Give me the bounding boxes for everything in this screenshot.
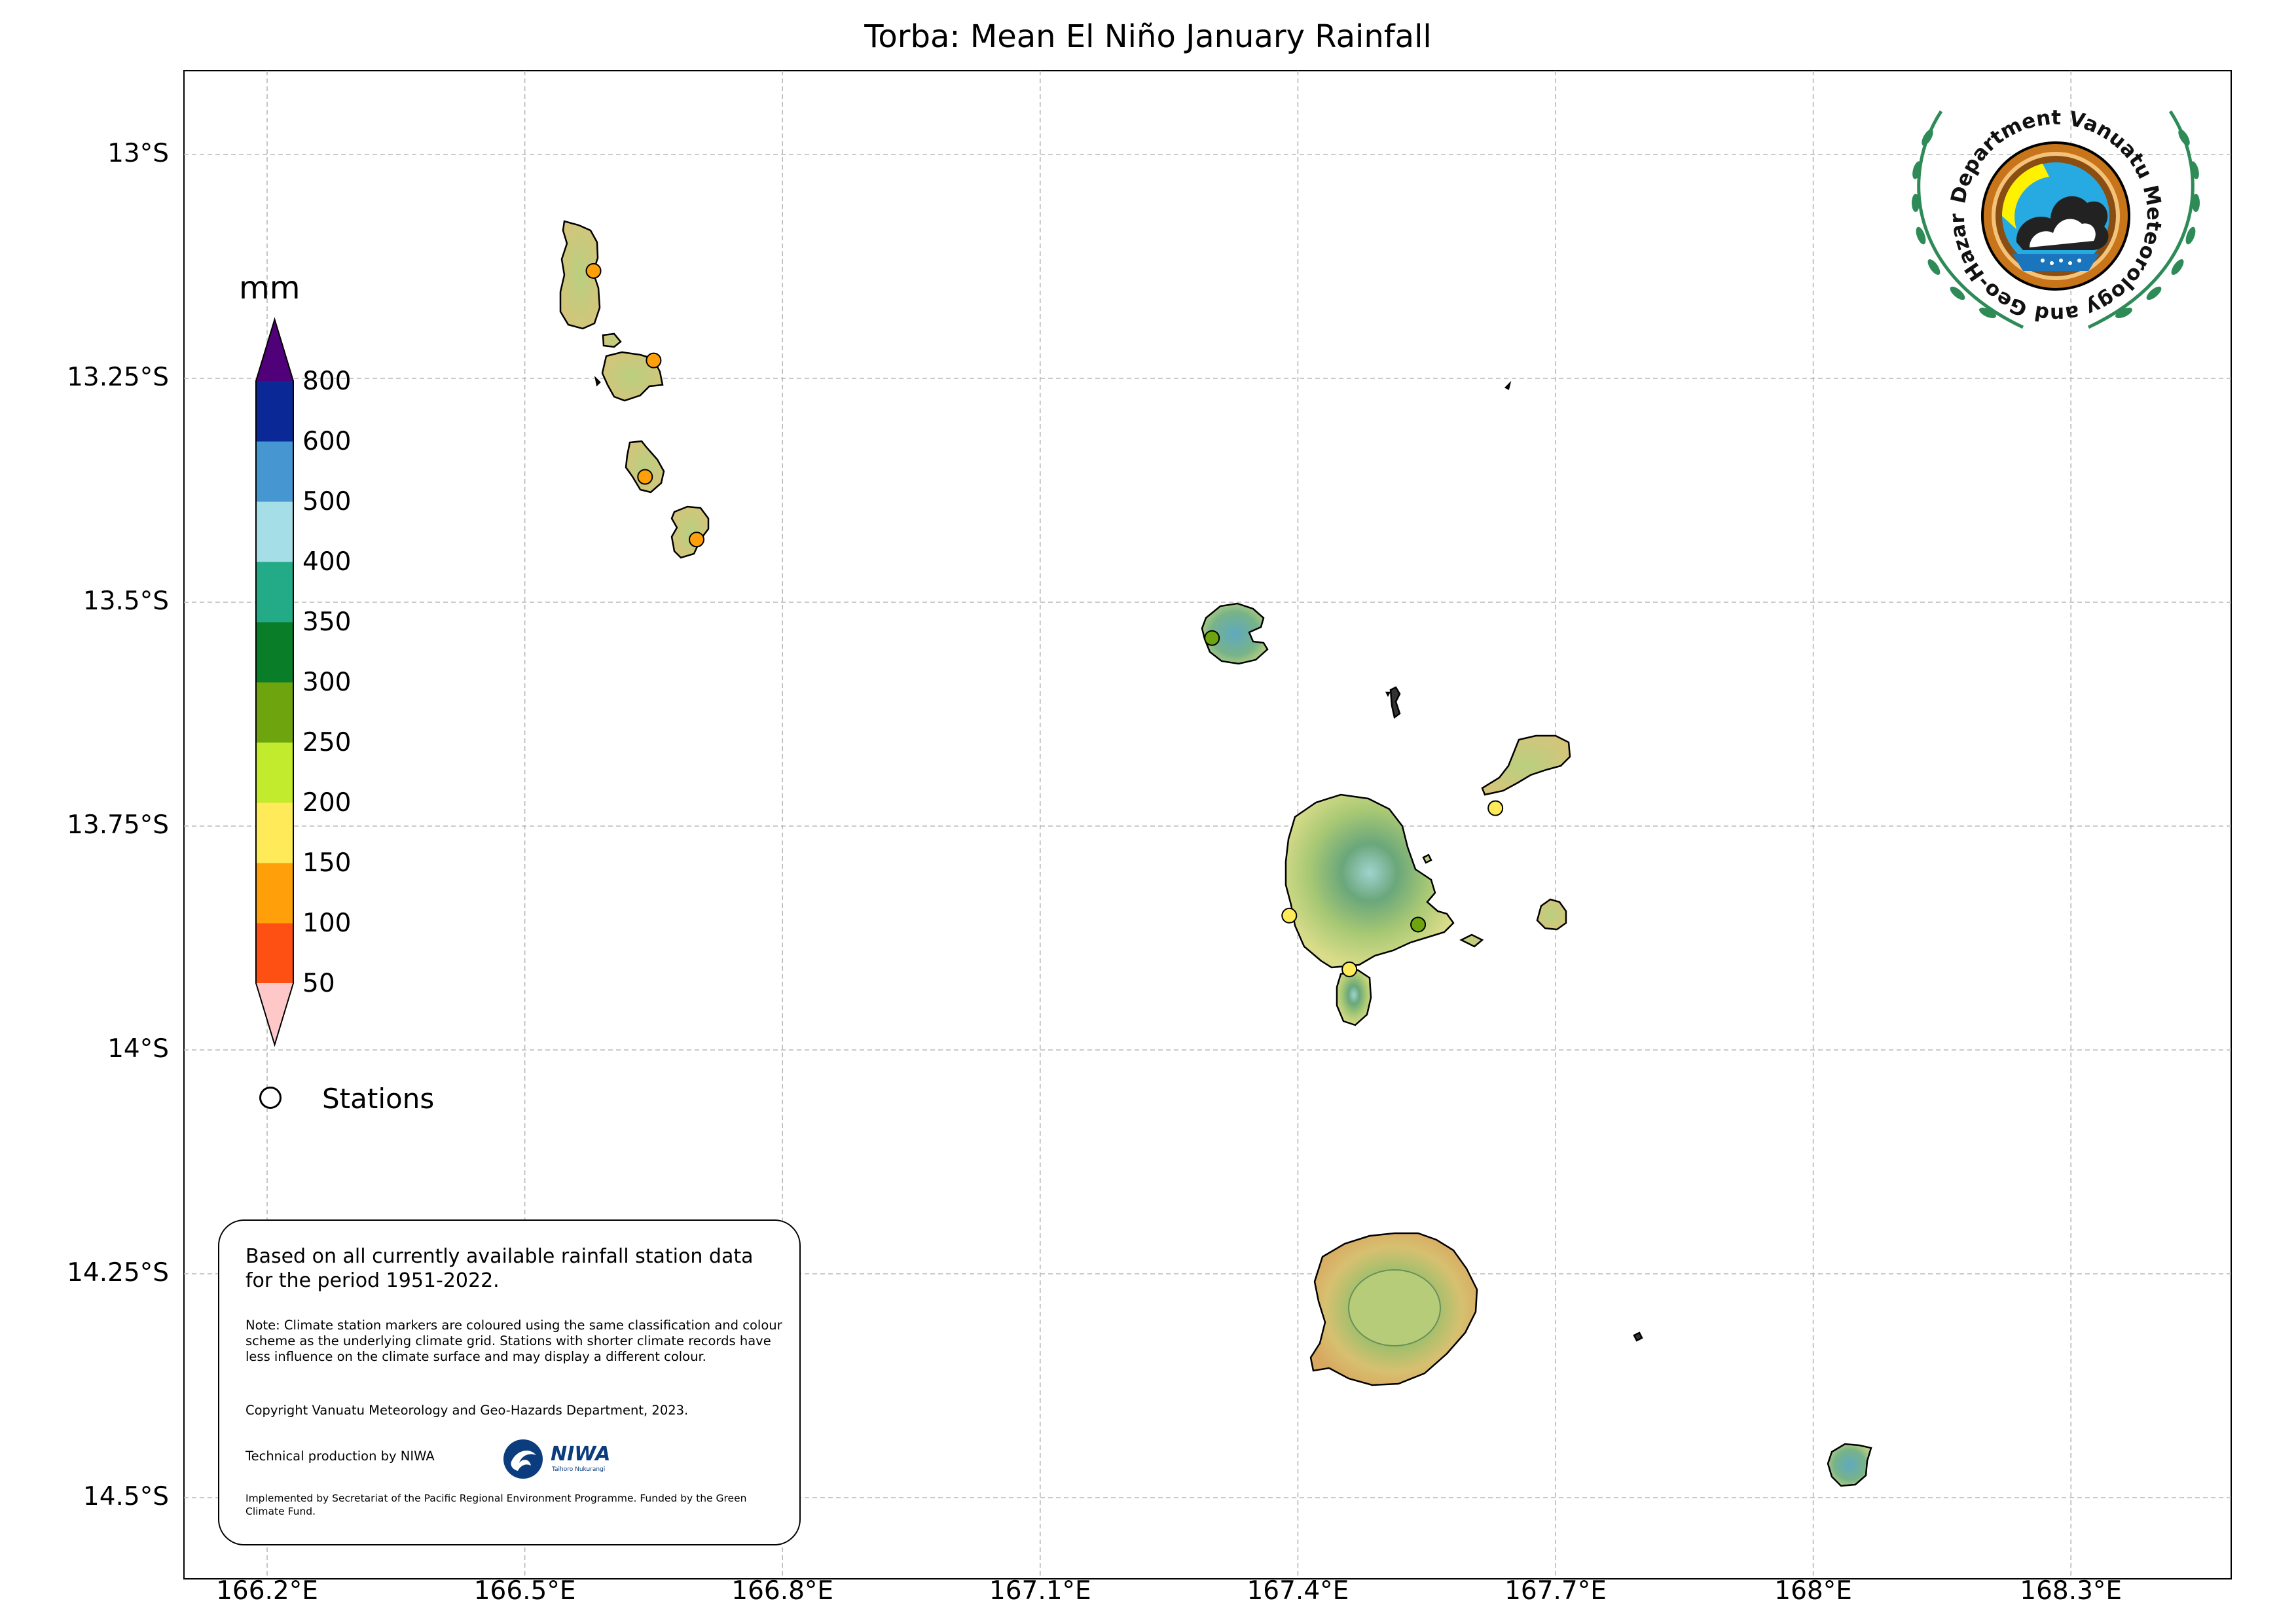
colorbar-bin xyxy=(256,381,293,442)
colorbar-tick-label: 150 xyxy=(302,848,352,878)
info-implemented: Implemented by Secretariat of the Pacifi… xyxy=(246,1492,747,1517)
station-marker xyxy=(1281,907,1298,924)
niwa-name: NIWA xyxy=(551,1443,611,1466)
gaua-lake xyxy=(1348,1269,1441,1346)
lon-tick-label: 168.3°E xyxy=(2020,1576,2123,1606)
colorbar-tick-label: 400 xyxy=(302,547,352,577)
lat-tick-label: 14.25°S xyxy=(67,1258,169,1288)
colorbar-bin xyxy=(256,803,293,863)
island-metoma xyxy=(602,333,622,348)
info-technical: Technical production by NIWA xyxy=(246,1449,435,1464)
colorbar-tick-label: 250 xyxy=(302,728,352,757)
colorbar-bin xyxy=(256,682,293,743)
colorbar-tick-label: 350 xyxy=(302,607,352,637)
lat-tick-label: 13.75°S xyxy=(67,810,169,840)
stations-layer xyxy=(585,262,1504,977)
lon-tick-label: 167.4°E xyxy=(1247,1576,1349,1606)
station-marker xyxy=(585,262,602,279)
station-marker xyxy=(1341,961,1358,977)
colorbar-under-extend xyxy=(256,983,293,1045)
island-mota xyxy=(1536,898,1567,931)
colorbar-bin xyxy=(256,501,293,562)
island-merelava xyxy=(1827,1443,1872,1487)
colorbar-tick-label: 100 xyxy=(302,909,352,938)
vmgd-logo: Department Vanuatu Meteorology and Geo-H… xyxy=(1912,106,2200,329)
stations-legend-label: Stations xyxy=(322,1083,435,1115)
colorbar-tick-label: 500 xyxy=(302,487,352,516)
island-vanua-lava-south xyxy=(1336,969,1372,1026)
lat-tick-label: 14.5°S xyxy=(82,1482,169,1511)
info-note-text: Note: Climate station markers are colour… xyxy=(246,1318,782,1364)
lat-tick-label: 13.5°S xyxy=(82,586,169,616)
info-main-text: Based on all currently available rainfal… xyxy=(246,1245,754,1292)
info-box: Based on all currently available rainfal… xyxy=(218,1219,801,1545)
island-toga xyxy=(670,505,710,559)
lon-tick-label: 166.2°E xyxy=(216,1576,318,1606)
station-marker xyxy=(689,532,704,548)
island-merelava-islet xyxy=(1633,1331,1643,1342)
colorbar-bin xyxy=(256,562,293,623)
lon-tick-label: 166.5°E xyxy=(473,1576,576,1606)
island-mota-lava xyxy=(1481,734,1571,796)
niwa-logo: NIWA Taihoro Nukurangi xyxy=(503,1439,611,1479)
lon-tick-label: 166.8°E xyxy=(731,1576,834,1606)
island-ureparapara xyxy=(1201,602,1269,665)
niwa-tagline: Taihoro Nukurangi xyxy=(551,1466,605,1473)
island-rowa-islet-2 xyxy=(1504,380,1512,390)
lon-tick-label: 167.1°E xyxy=(989,1576,1091,1606)
island-vanua-lava-ne-islet xyxy=(1422,854,1432,864)
colorbar-bin xyxy=(256,622,293,683)
colorbar-bin xyxy=(256,742,293,803)
plot-frame xyxy=(183,70,2232,1579)
island-rowa-islet xyxy=(1385,691,1391,697)
map-title: Torba: Mean El Niño January Rainfall xyxy=(864,18,1432,55)
lon-tick-label: 167.7°E xyxy=(1504,1576,1607,1606)
colorbar-tick-label: 800 xyxy=(302,367,352,396)
island-loh xyxy=(625,440,665,494)
station-marker xyxy=(1204,630,1220,646)
colorbar-tick-label: 300 xyxy=(302,668,352,697)
island-vanua-lava-east-islet xyxy=(1459,933,1484,948)
colorbar-tick-label: 200 xyxy=(302,788,352,818)
lat-tick-label: 13.25°S xyxy=(67,363,169,392)
colorbar-tick-label: 50 xyxy=(302,969,335,998)
lat-tick-label: 14°S xyxy=(107,1034,169,1064)
colorbar-bin xyxy=(256,441,293,502)
station-marker xyxy=(1410,916,1427,933)
colorbar-tick-label: 600 xyxy=(302,427,352,456)
station-marker xyxy=(637,469,653,485)
station-marker xyxy=(646,352,662,369)
stations-legend-marker xyxy=(259,1087,282,1109)
info-copyright: Copyright Vanuatu Meteorology and Geo-Ha… xyxy=(246,1403,689,1418)
colorbar-outline xyxy=(255,317,294,1047)
colorbar xyxy=(255,317,294,1047)
colorbar-over-extend xyxy=(256,319,293,381)
station-marker xyxy=(1487,800,1504,816)
colorbar-unit: mm xyxy=(239,270,301,306)
island-vanua-lava xyxy=(1285,793,1455,969)
lon-tick-label: 168°E xyxy=(1774,1576,1852,1606)
colorbar-bin xyxy=(256,923,293,984)
island-rowa xyxy=(1389,686,1401,719)
island-loh-islet xyxy=(594,376,601,387)
island-hiu xyxy=(559,220,601,330)
lat-tick-label: 13°S xyxy=(107,139,169,168)
colorbar-bin xyxy=(256,863,293,924)
